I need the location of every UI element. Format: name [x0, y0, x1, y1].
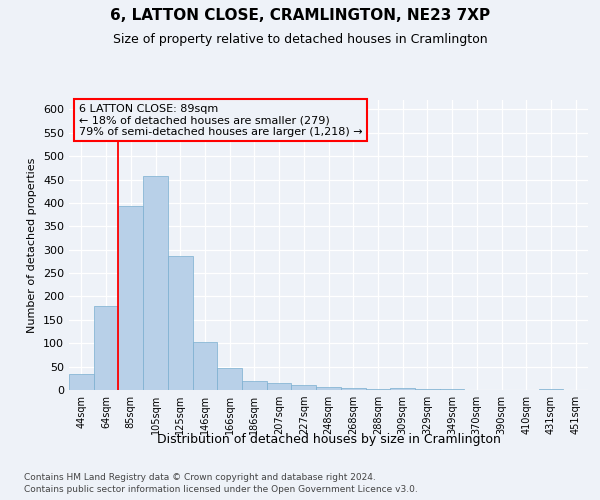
Bar: [539, 389, 563, 390]
Text: Contains HM Land Registry data © Crown copyright and database right 2024.: Contains HM Land Registry data © Crown c…: [24, 472, 376, 482]
Bar: [143, 176, 168, 390]
Bar: [415, 389, 440, 390]
Bar: [341, 388, 365, 390]
Text: 6 LATTON CLOSE: 89sqm
← 18% of detached houses are smaller (279)
79% of semi-det: 6 LATTON CLOSE: 89sqm ← 18% of detached …: [79, 104, 362, 137]
Bar: [118, 206, 143, 390]
Text: Distribution of detached houses by size in Cramlington: Distribution of detached houses by size …: [157, 432, 501, 446]
Y-axis label: Number of detached properties: Number of detached properties: [28, 158, 37, 332]
Text: Size of property relative to detached houses in Cramlington: Size of property relative to detached ho…: [113, 32, 487, 46]
Bar: [193, 342, 217, 390]
Bar: [242, 380, 267, 390]
Bar: [390, 388, 415, 390]
Text: 6, LATTON CLOSE, CRAMLINGTON, NE23 7XP: 6, LATTON CLOSE, CRAMLINGTON, NE23 7XP: [110, 8, 490, 22]
Bar: [440, 389, 464, 390]
Bar: [94, 306, 118, 390]
Bar: [365, 389, 390, 390]
Bar: [168, 256, 193, 390]
Bar: [267, 383, 292, 390]
Bar: [316, 386, 341, 390]
Text: Contains public sector information licensed under the Open Government Licence v3: Contains public sector information licen…: [24, 485, 418, 494]
Bar: [292, 386, 316, 390]
Bar: [217, 368, 242, 390]
Bar: [69, 374, 94, 390]
